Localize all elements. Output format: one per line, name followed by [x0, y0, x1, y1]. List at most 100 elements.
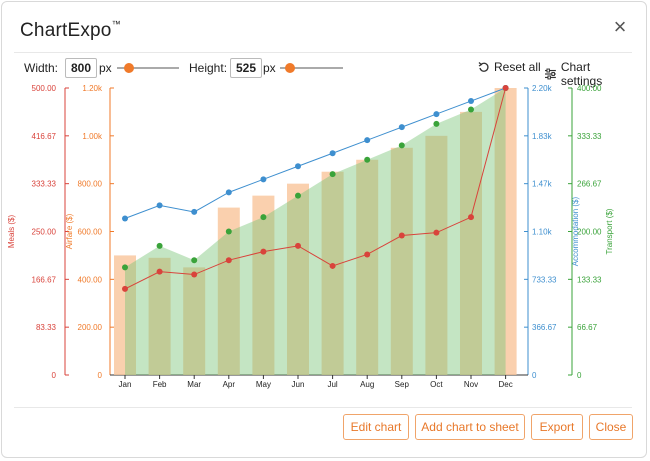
transport-tick-label: 0	[577, 371, 582, 380]
x-tick-label: Aug	[360, 380, 374, 389]
transport-point	[295, 192, 301, 199]
meals-point	[468, 214, 474, 221]
meals-point	[156, 268, 163, 275]
x-tick-label: Sep	[395, 380, 410, 389]
transport-area	[125, 88, 506, 375]
x-tick-label: May	[256, 380, 271, 389]
airfare-tick-label: 0	[98, 371, 103, 380]
x-tick-label: Feb	[153, 380, 167, 389]
meals-axis-title: Meals ($)	[7, 214, 16, 248]
transport-point	[225, 228, 232, 235]
edit-chart-button[interactable]: Edit chart	[343, 414, 409, 440]
airfare-tick-label: 800.00	[78, 180, 103, 189]
trademark: ™	[111, 18, 121, 29]
accommodation-tick-label: 733.33	[532, 275, 557, 284]
meals-tick-label: 333.33	[32, 180, 57, 189]
accommodation-point	[468, 98, 474, 105]
transport-point	[329, 171, 336, 178]
sliders-icon	[544, 68, 556, 80]
width-input[interactable]: 800	[65, 58, 97, 78]
x-tick-label: Oct	[430, 380, 443, 389]
dialog-title: ChartExpo™	[20, 18, 121, 42]
accommodation-point	[329, 150, 336, 157]
accommodation-tick-label: 366.67	[532, 323, 557, 332]
airfare-tick-label: 200.00	[78, 323, 103, 332]
meals-point	[191, 271, 198, 278]
meals-point	[260, 248, 267, 255]
transport-tick-label: 66.67	[577, 323, 598, 332]
meals-point	[295, 242, 301, 249]
airfare-bar	[356, 159, 379, 375]
transport-point	[468, 106, 474, 113]
width-slider[interactable]	[117, 67, 179, 69]
header-divider	[14, 52, 632, 53]
meals-tick-label: 500.00	[32, 84, 57, 93]
accommodation-point	[398, 124, 405, 131]
combo-chart: 500.00 416.67 333.33 250.00 166.67 83.33 0 Meal…	[7, 84, 614, 389]
height-label: Height:	[189, 61, 228, 75]
transport-point	[156, 242, 163, 249]
accommodation-point	[295, 163, 301, 170]
width-slider-knob[interactable]	[124, 63, 134, 73]
meals-tick-label: 166.67	[32, 275, 57, 284]
airfare-bar	[148, 257, 171, 375]
close-button[interactable]: Close	[589, 414, 633, 440]
airfare-bar	[252, 195, 275, 375]
accommodation-point	[191, 208, 198, 215]
export-button[interactable]: Export	[531, 414, 583, 440]
accommodation-tick-label: 1.47k	[532, 180, 553, 189]
reset-all-button[interactable]: Reset all	[478, 60, 541, 74]
footer-divider	[14, 407, 632, 408]
width-unit: px	[99, 61, 112, 75]
height-slider-knob[interactable]	[285, 63, 295, 73]
meals-point	[502, 85, 509, 91]
airfare-tick-label: 1.00k	[82, 132, 103, 141]
x-tick-label: Jun	[292, 380, 305, 389]
meals-tick-label: 250.00	[32, 228, 57, 237]
airfare-bar	[287, 183, 309, 375]
airfare-bar	[460, 111, 482, 376]
transport-tick-label: 200.00	[577, 228, 602, 237]
airfare-bar	[321, 171, 344, 375]
transport-point	[191, 257, 198, 264]
chart-settings-label: Chart settings	[560, 60, 603, 88]
transport-point	[122, 264, 128, 271]
x-tick-label: Nov	[464, 380, 478, 389]
airfare-tick-label: 1.20k	[82, 84, 103, 93]
meals-point	[398, 232, 405, 239]
reset-all-label: Reset all	[494, 60, 541, 74]
width-label: Width:	[24, 61, 59, 75]
meals-tick-label: 0	[52, 371, 57, 380]
accommodation-tick-label: 2.20k	[532, 84, 553, 93]
transport-tick-label: 133.33	[577, 275, 602, 284]
size-toolbar: Width: 800 px Height: 525 px Reset all C…	[14, 58, 634, 88]
airfare-bar	[183, 267, 206, 375]
airfare-bar	[390, 147, 413, 375]
meals-point	[433, 229, 440, 236]
accommodation-tick-label: 0	[532, 371, 537, 380]
accommodation-point	[122, 215, 128, 222]
airfare-axis-title: Airfare ($)	[65, 213, 74, 249]
close-icon[interactable]: ×	[613, 14, 627, 39]
meals-point	[122, 285, 128, 292]
accommodation-axis-title: Accommodation ($)	[571, 196, 580, 266]
accommodation-point	[260, 176, 267, 183]
airfare-bar	[217, 207, 240, 375]
x-tick-label: Mar	[187, 380, 201, 389]
height-input[interactable]: 525	[230, 58, 262, 78]
accommodation-point	[364, 137, 371, 144]
accommodation-line	[124, 87, 506, 219]
transport-point	[260, 214, 267, 221]
transport-tick-label: 266.67	[577, 180, 602, 189]
height-slider[interactable]	[280, 67, 343, 69]
x-tick-label: Apr	[223, 380, 236, 389]
add-chart-to-sheet-button[interactable]: Add chart to sheet	[415, 414, 525, 440]
reset-icon	[478, 62, 489, 72]
height-unit: px	[263, 61, 276, 75]
chart-settings-button[interactable]: Chart settings	[544, 60, 634, 88]
airfare-bar	[114, 255, 136, 375]
airfare-tick-label: 600.00	[78, 228, 103, 237]
title-text: ChartExpo	[20, 20, 112, 41]
x-tick-label: Jul	[327, 380, 337, 389]
meals-point	[225, 257, 232, 264]
